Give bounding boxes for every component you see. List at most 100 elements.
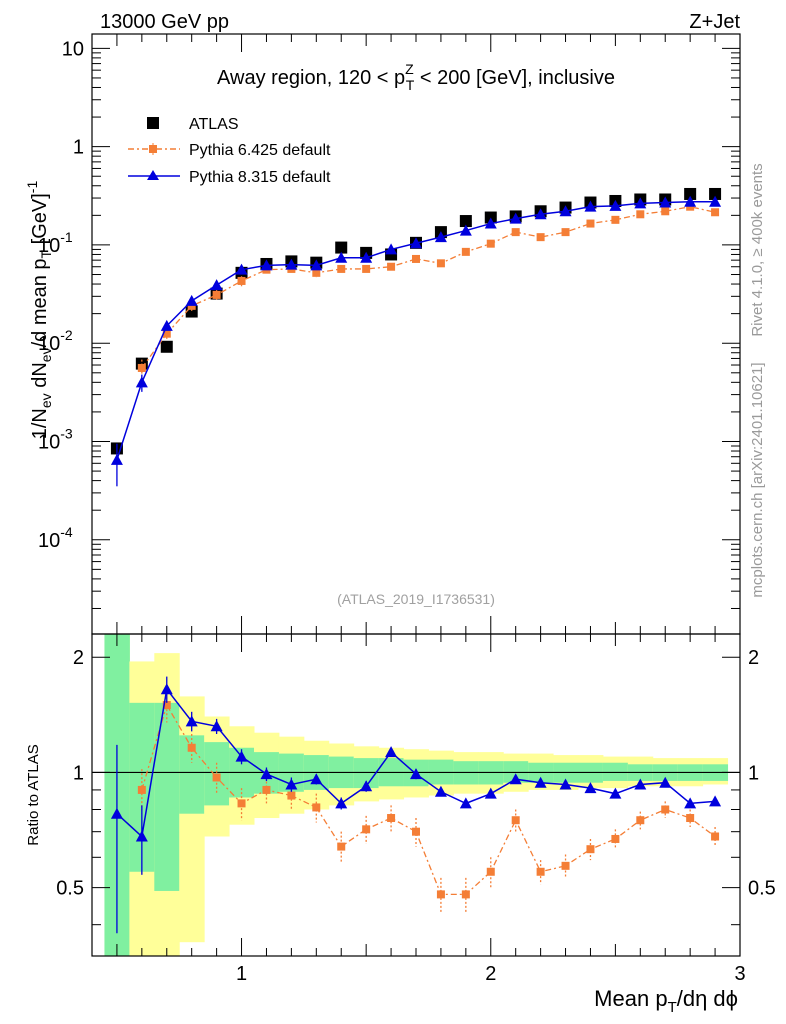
atlas-point xyxy=(335,241,348,254)
py8-point xyxy=(310,259,323,271)
ratio-py8-point xyxy=(335,797,348,809)
py8-point xyxy=(509,212,522,224)
py8-point xyxy=(434,231,447,243)
ratio-py8-point xyxy=(434,785,447,797)
py8-point xyxy=(584,200,597,212)
py8-point xyxy=(185,294,198,306)
py6-point xyxy=(337,264,346,273)
ratio-py6-point xyxy=(436,890,445,899)
py6-point xyxy=(536,233,545,242)
ratio-py6-point xyxy=(162,701,171,710)
ratio-y-axis-label: Ratio to ATLAS xyxy=(25,744,42,845)
py6-point xyxy=(412,254,420,263)
y-tick-label: 10 xyxy=(62,38,84,60)
py8-point xyxy=(385,243,398,255)
py8-point xyxy=(709,195,722,207)
py8-point xyxy=(285,258,298,270)
py8-point xyxy=(260,259,273,271)
ratio-py8-point xyxy=(160,683,173,695)
ratio-py6-point xyxy=(661,805,670,814)
ratio-py8-point xyxy=(609,787,622,799)
ratio-py6-point xyxy=(387,814,396,823)
ratio-py8-point xyxy=(310,773,323,785)
ratio-py8-point xyxy=(584,782,597,794)
ratio-py6-point xyxy=(536,867,545,876)
ratio-py8-point xyxy=(385,746,398,758)
py8-point xyxy=(534,208,547,220)
atlas-point xyxy=(484,211,497,224)
ratio-py8-point xyxy=(210,720,223,732)
ratio-py8-point xyxy=(260,768,273,780)
y-tick-label: 1 xyxy=(73,137,84,159)
ratio-py8-point xyxy=(459,797,472,809)
ratio-py8-point xyxy=(684,797,697,809)
ratio-y-tick-label-left: 1 xyxy=(73,762,84,784)
py6-point xyxy=(387,262,396,271)
py8-point xyxy=(684,195,697,207)
ratio-y-tick-label-left: 0.5 xyxy=(56,878,84,900)
ratio-py8-point xyxy=(285,778,298,790)
py8-point xyxy=(360,251,373,263)
x-tick-label: 2 xyxy=(485,963,496,985)
header-process: Z+Jet xyxy=(689,11,740,33)
legend-py6-marker xyxy=(149,145,157,153)
py8-point xyxy=(210,279,223,291)
ratio-py8-point xyxy=(410,768,422,780)
ratio-y-tick-label-left: 2 xyxy=(73,647,84,669)
py6-point xyxy=(711,208,720,217)
ratio-py8-point xyxy=(509,773,522,785)
ratio-py8-point xyxy=(484,787,497,799)
py6-point xyxy=(661,207,670,216)
x-tick-label: 1 xyxy=(236,963,247,985)
ratio-py6-point xyxy=(486,867,495,876)
ratio-py6-point xyxy=(461,890,470,899)
ratio-y-tick-label-right: 1 xyxy=(748,762,759,784)
ratio-series xyxy=(110,676,722,934)
ratio-py6-point xyxy=(686,814,695,823)
py6-point xyxy=(362,264,371,273)
py8-point xyxy=(559,205,572,217)
y-tick-label: 10-4 xyxy=(38,524,73,552)
py6-point xyxy=(137,363,146,372)
ratio-py8-point xyxy=(634,778,647,790)
ratio-py6-point xyxy=(586,845,595,854)
atlas-point xyxy=(459,215,472,228)
ratio-py6-point xyxy=(362,825,371,834)
py8-point xyxy=(110,453,123,465)
py6-point xyxy=(586,219,595,228)
ratio-py6-point xyxy=(287,791,296,800)
py8-point xyxy=(410,237,422,249)
legend-py8-marker xyxy=(147,170,159,180)
analysis-watermark: (ATLAS_2019_I1736531) xyxy=(337,591,495,607)
legend-py6-label: Pythia 6.425 default xyxy=(189,142,331,159)
y-tick-label: 10-2 xyxy=(38,327,73,355)
py8-point xyxy=(235,263,248,275)
py6-point xyxy=(636,210,645,219)
legend: ATLAS Pythia 6.425 default Pythia 8.315 … xyxy=(128,116,331,186)
py6-point xyxy=(461,247,470,256)
atlas-point xyxy=(160,340,173,353)
py6-point xyxy=(162,329,171,338)
py6-point xyxy=(187,301,196,310)
mcplots-label: mcplots.cern.ch [arXiv:2401.10621] xyxy=(749,362,766,597)
ratio-py6-point xyxy=(312,803,321,812)
ratio-y-tick-label-right: 0.5 xyxy=(748,878,776,900)
ratio-py8-point xyxy=(110,807,123,819)
py8-point xyxy=(609,199,622,211)
axis-ticks xyxy=(92,34,741,956)
ratio-py6-point xyxy=(561,861,570,870)
ratio-py8-point xyxy=(559,778,572,790)
ratio-py8-point xyxy=(135,830,148,842)
py8-point xyxy=(459,224,472,236)
y-tick-label: 10-3 xyxy=(38,425,73,453)
ratio-py6-point xyxy=(187,743,196,752)
rivet-label: Rivet 4.1.0, ≥ 400k events xyxy=(749,163,766,336)
py8-point xyxy=(135,376,148,388)
main-y-axis-label: 1/Nev dNev/d mean pT [GeV]-1 xyxy=(24,181,54,440)
py8-point xyxy=(634,197,647,209)
py8-point xyxy=(484,217,497,229)
py8-point xyxy=(335,251,348,263)
py6-point xyxy=(212,290,221,299)
ratio-py6-point xyxy=(237,799,246,808)
